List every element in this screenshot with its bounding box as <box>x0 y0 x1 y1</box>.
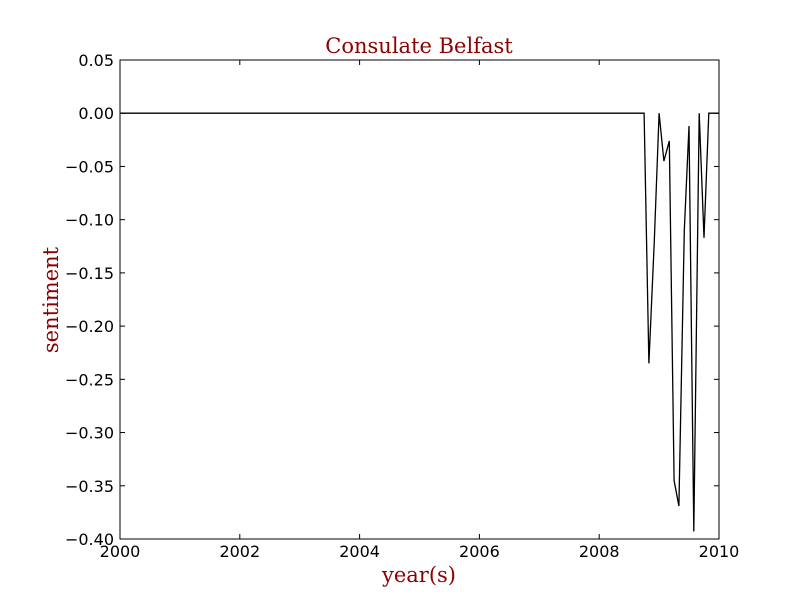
y-tick-label: −0.15 <box>65 264 114 283</box>
y-tick-label: −0.40 <box>65 530 114 549</box>
y-axis: 0.05 0.00 −0.05 −0.10 −0.15 −0.20 −0.25 −0.30 −0… <box>65 51 719 549</box>
x-tick-label: 2000 <box>100 542 141 561</box>
y-tick-label: 0.05 <box>78 51 114 70</box>
x-tick-label: 2010 <box>699 542 740 561</box>
y-tick-label: −0.10 <box>65 211 114 230</box>
y-tick-label: −0.35 <box>65 477 114 496</box>
y-axis-label: sentiment <box>39 246 63 353</box>
series-layer <box>120 112 719 532</box>
series-line-0 <box>120 112 719 532</box>
y-tick-label: 0.00 <box>78 104 114 123</box>
x-tick-label: 2008 <box>579 542 620 561</box>
y-tick-label: −0.25 <box>65 370 114 389</box>
y-tick-label: −0.30 <box>65 424 114 443</box>
y-tick-label: −0.20 <box>65 317 114 336</box>
chart-title: Consulate Belfast <box>325 34 513 58</box>
plot-area <box>119 59 720 540</box>
x-axis: 2000 2002 2004 2006 2008 2010 <box>100 60 740 561</box>
y-tick-label: −0.05 <box>65 157 114 176</box>
x-axis-label: year(s) <box>381 563 456 587</box>
plot-frame <box>119 59 720 540</box>
x-tick-label: 2006 <box>459 542 500 561</box>
x-tick-label: 2004 <box>339 542 380 561</box>
x-tick-label: 2002 <box>219 542 260 561</box>
